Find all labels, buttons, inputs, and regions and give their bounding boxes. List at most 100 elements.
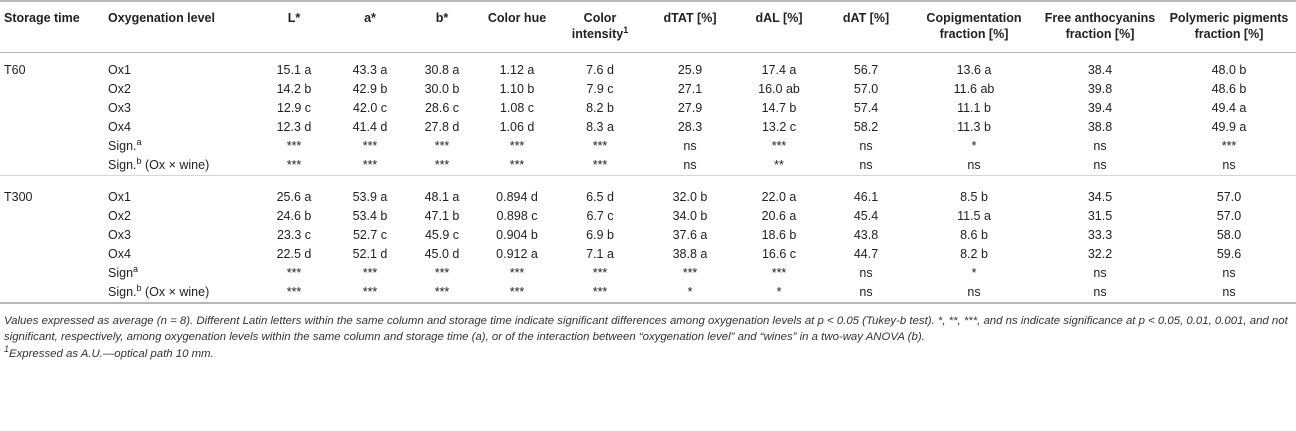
storage-time-cell — [0, 226, 104, 245]
header-polymeric-pigments: Polymeric pigments fraction [%] — [1162, 0, 1296, 53]
table-cell: ns — [859, 158, 873, 172]
table-cell: 0.894 d — [496, 190, 538, 204]
table-cell: 16.0 ab — [758, 82, 800, 96]
table-cell: 13.6 a — [956, 63, 992, 77]
table-cell: 57.0 — [853, 82, 879, 96]
table-cell: 15.1 a — [276, 63, 312, 77]
table-cell: ns — [967, 158, 981, 172]
table-cell: ns — [859, 266, 873, 280]
separator-cell — [0, 175, 1296, 188]
table-cell: 44.7 — [853, 247, 879, 261]
table-row: Signa *** *** *** *** *** *** *** ns * ns ns — [0, 264, 1296, 283]
storage-time-cell — [0, 99, 104, 118]
footnote-1-text: Expressed as A.U.—optical path 10 mm. — [9, 348, 214, 360]
header-l: L* — [254, 0, 334, 53]
oxygenation-level-cell: Ox1 — [104, 188, 254, 207]
table-cell: ns — [1093, 139, 1107, 153]
table-cell: *** — [286, 158, 302, 172]
table-cell: *** — [362, 139, 378, 153]
table-cell: 49.9 a — [1211, 120, 1247, 134]
table-cell: * — [644, 283, 736, 304]
table-cell: *** — [771, 266, 787, 280]
table-cell: 11.5 a — [957, 209, 991, 223]
table-cell: 53.4 b — [352, 209, 388, 223]
table-cell: 41.4 d — [352, 120, 388, 134]
table-cell: 0.898 c — [496, 209, 538, 223]
table-cell: 34.5 — [1087, 190, 1113, 204]
header-color-hue: Color hue — [478, 0, 556, 53]
table-row: T300 Ox1 25.6 a 53.9 a 48.1 a 0.894 d 6.5 d 32.… — [0, 188, 1296, 207]
table-cell: 58.0 — [1216, 228, 1242, 242]
table-cell: 38.8 — [1087, 120, 1113, 134]
table-cell: 8.3 a — [586, 120, 614, 134]
table-cell: 27.1 — [677, 82, 703, 96]
row-label: Ox1 — [108, 63, 131, 77]
table-cell: 24.6 b — [276, 209, 312, 223]
table-cell: 49.4 a — [1211, 101, 1247, 115]
spacer-cell — [0, 53, 1296, 62]
table-cell: 33.3 — [1087, 228, 1113, 242]
row-label: Ox4 — [108, 120, 131, 134]
data-table: Storage time Oxygenation level L* a* b* … — [0, 0, 1296, 304]
row-label-suffix: (Ox × wine) — [141, 285, 210, 299]
table-cell: ns — [1093, 158, 1107, 172]
oxygenation-level-cell: Ox1 — [104, 61, 254, 80]
storage-time-cell — [0, 207, 104, 226]
table-cell: 12.9 c — [276, 101, 312, 115]
table-cell: *** — [286, 266, 302, 280]
oxygenation-level-cell: Ox4 — [104, 245, 254, 264]
row-label: Sign. — [108, 139, 137, 153]
table-cell: 30.8 a — [424, 63, 460, 77]
table-row: Ox3 12.9 c 42.0 c 28.6 c 1.08 c 8.2 b 27.9 14.7… — [0, 99, 1296, 118]
table-cell: ** — [774, 158, 784, 172]
row-label-suffix: (Ox × wine) — [141, 158, 210, 172]
table-cell: 59.6 — [1216, 247, 1242, 261]
footnotes: Values expressed as average (n = 8). Dif… — [0, 304, 1296, 362]
row-label: Ox3 — [108, 228, 131, 242]
oxygenation-level-cell: Ox3 — [104, 226, 254, 245]
table-cell: 37.6 a — [672, 228, 708, 242]
table-cell: 45.0 d — [424, 247, 460, 261]
oxygenation-level-cell: Ox2 — [104, 207, 254, 226]
table-cell: 28.3 — [677, 120, 703, 134]
group-separator — [0, 175, 1296, 188]
row-label: Ox2 — [108, 209, 131, 223]
row-label: Ox2 — [108, 82, 131, 96]
table-cell: 6.5 d — [586, 190, 614, 204]
table-cell: 11.3 b — [957, 120, 991, 134]
table-cell: ns — [1162, 283, 1296, 304]
header-b: b* — [406, 0, 478, 53]
table-cell: 1.12 a — [499, 63, 535, 77]
storage-time-cell — [0, 80, 104, 99]
table-cell: 18.6 b — [761, 228, 797, 242]
storage-time-cell — [0, 283, 104, 304]
oxygenation-level-cell: Sign.b (Ox × wine) — [104, 283, 254, 304]
table-cell: ns — [1038, 283, 1162, 304]
table-cell: ns — [1222, 266, 1236, 280]
table-cell: 1.08 c — [499, 101, 535, 115]
table-cell: 8.5 b — [960, 190, 988, 204]
storage-time-cell — [0, 264, 104, 283]
table-row: Ox4 12.3 d 41.4 d 27.8 d 1.06 d 8.3 a 28.3 13.2… — [0, 118, 1296, 137]
header-a: a* — [334, 0, 406, 53]
table-cell: 52.1 d — [352, 247, 388, 261]
table-cell: *** — [556, 283, 644, 304]
table-cell: 48.6 b — [1211, 82, 1247, 96]
table-cell: 1.10 b — [499, 82, 535, 96]
footnote-main: Values expressed as average (n = 8). Dif… — [4, 315, 1288, 343]
table-cell: 7.1 a — [586, 247, 614, 261]
storage-time-cell: T300 — [4, 190, 33, 204]
table-row: T60 Ox1 15.1 a 43.3 a 30.8 a 1.12 a 7.6 d 25.9 1… — [0, 61, 1296, 80]
table-cell: 32.2 — [1087, 247, 1113, 261]
table-cell: 46.1 — [853, 190, 879, 204]
row-label: Sign — [108, 266, 134, 280]
table-cell: 53.9 a — [352, 190, 388, 204]
table-cell: 7.9 c — [586, 82, 614, 96]
table-cell: 13.2 c — [761, 120, 797, 134]
table-cell: 7.6 d — [586, 63, 614, 77]
header-dtat: dTAT [%] — [644, 0, 736, 53]
table-cell: 27.8 d — [424, 120, 460, 134]
table-cell: ns — [683, 158, 697, 172]
header-color-intensity: Color intensity1 — [556, 0, 644, 53]
